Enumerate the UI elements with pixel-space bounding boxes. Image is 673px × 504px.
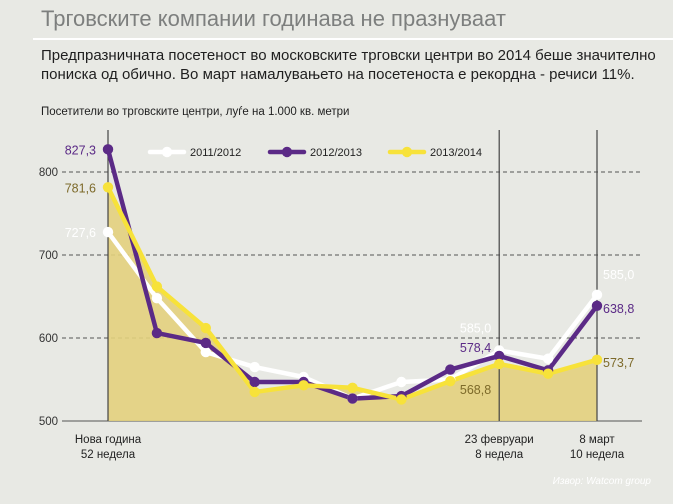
data-point-2011-2012 [396, 376, 407, 388]
data-label: 638,8 [603, 302, 634, 316]
data-label: 827,3 [65, 143, 96, 157]
legend-swatch-dot-2011-2012 [161, 146, 173, 158]
data-point-2013-2014 [200, 322, 211, 334]
data-label: 578,4 [460, 341, 491, 355]
x-tick-label: 10 недела [570, 449, 625, 461]
data-point-2012-2013 [151, 327, 163, 339]
chart-subtitle: Предпразничната посетеност во московскит… [41, 47, 656, 83]
y-axis-label: Посетители во трговските центри, луѓе на… [41, 106, 350, 118]
data-point-2011-2012 [542, 353, 554, 364]
data-point-2012-2013 [249, 376, 260, 388]
data-point-2012-2013 [591, 300, 603, 311]
y-tick-label: 700 [39, 250, 58, 262]
chart-data-labels: 827,3 781,6 727,6 585,0 578,4 568,8 585,0 638,8… [65, 143, 635, 397]
x-tick-label: 23 февруари [465, 434, 534, 446]
page-title: Трговските компании годинава не празнува… [41, 6, 506, 31]
data-point-2013-2014 [591, 354, 603, 366]
data-point-2012-2013 [445, 364, 456, 375]
data-point-2013-2014 [151, 281, 163, 292]
data-point-2011-2012 [151, 292, 163, 304]
y-tick-label: 600 [39, 333, 58, 345]
title-divider [33, 38, 673, 40]
data-point-2013-2014 [396, 394, 407, 405]
data-point-2013-2014 [102, 182, 114, 193]
chart-series-points [102, 144, 603, 405]
data-point-2013-2014 [298, 380, 309, 391]
x-tick-label: 8 март [579, 434, 615, 446]
data-label: 573,7 [603, 356, 634, 370]
legend-swatch-dot-2012-2013 [281, 146, 293, 158]
x-tick-label: 8 недела [475, 449, 524, 461]
chart-vertical-markers [107, 130, 598, 421]
data-point-2012-2013 [347, 393, 358, 404]
data-label: 727,6 [65, 226, 96, 240]
data-point-2013-2014 [542, 368, 554, 379]
chart-legend: 2011/2012 2012/2013 2013/2014 [147, 146, 482, 159]
data-point-2011-2012 [249, 361, 260, 373]
x-tick-label: 52 недела [81, 449, 136, 461]
data-label: 585,0 [603, 268, 634, 282]
data-point-2013-2014 [249, 386, 260, 398]
data-label: 568,8 [460, 383, 491, 397]
data-point-2011-2012 [102, 226, 114, 238]
data-point-2012-2013 [200, 337, 211, 349]
legend-swatch-dot-2013-2014 [401, 146, 413, 158]
data-label: 781,6 [65, 181, 96, 195]
data-point-2011-2012 [200, 346, 211, 358]
legend-entry-2011-2012: 2011/2012 [190, 147, 241, 159]
x-tick-label: Нова година [75, 434, 142, 446]
legend-entry-2012-2013: 2012/2013 [310, 147, 362, 159]
data-point-2013-2014 [445, 375, 456, 387]
y-tick-label: 800 [39, 167, 58, 179]
data-point-2011-2012 [591, 289, 603, 301]
source-credit: Извор: Watcom group [552, 476, 651, 487]
legend-entry-2013-2014: 2013/2014 [430, 147, 482, 159]
chart-y-tick-labels: 500 600 700 800 [39, 167, 58, 428]
data-point-2013-2014 [347, 382, 358, 393]
data-point-2013-2014 [494, 358, 505, 370]
data-point-2012-2013 [102, 144, 114, 155]
data-label: 585,0 [460, 321, 491, 335]
chart-x-tick-labels: Нова година 52 недела 23 февруари 8 недела 8… [75, 434, 625, 461]
y-tick-label: 500 [39, 416, 58, 428]
data-point-2012-2013 [494, 350, 505, 362]
